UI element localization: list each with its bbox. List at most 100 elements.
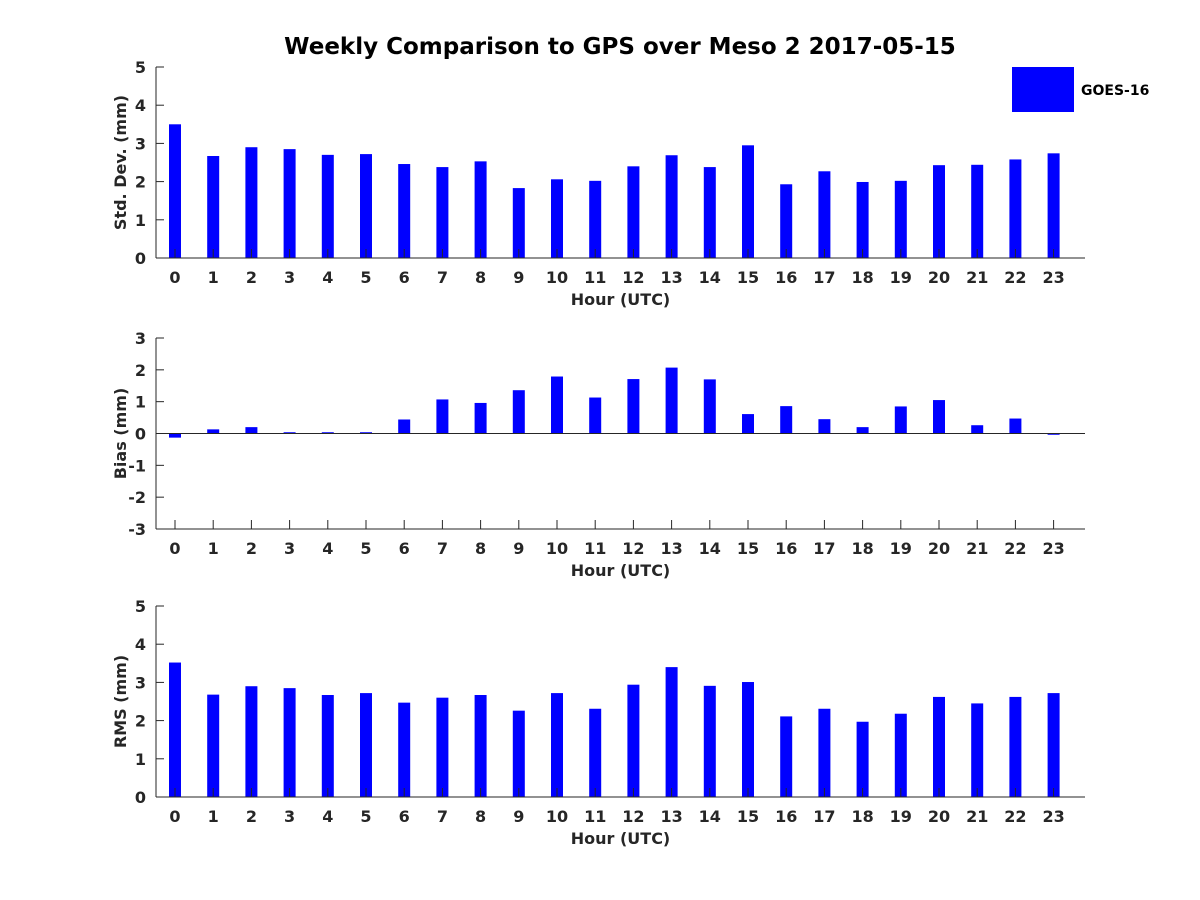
bar-hour-12 [627,684,640,797]
x-tick-label: 14 [699,268,721,287]
x-tick-label: 23 [1042,268,1064,287]
bar-hour-4 [321,154,334,258]
x-tick-label: 6 [399,268,410,287]
x-tick-label: 12 [622,539,644,558]
bar-hour-14 [703,379,716,434]
bar-hour-14 [703,167,716,258]
bar-hour-20 [933,696,945,797]
x-tick-label: 9 [513,268,524,287]
x-tick-label: 22 [1004,807,1026,826]
x-tick-label: 6 [399,539,410,558]
bar-hour-9 [512,188,525,258]
y-tick-label: 5 [135,597,146,616]
x-tick-label: 9 [513,807,524,826]
x-tick-label: 17 [813,539,835,558]
x-tick-label: 10 [546,807,568,826]
x-tick-label: 0 [169,807,180,826]
y-tick-label: 4 [135,635,146,654]
x-tick-label: 13 [660,807,682,826]
y-tick-label: 0 [135,788,146,807]
x-tick-label: 3 [284,268,295,287]
y-tick-label: 1 [135,211,146,230]
bar-hour-22 [1009,418,1022,434]
x-tick-label: 15 [737,268,759,287]
bar-hour-19 [894,180,907,258]
x-tick-label: 1 [208,539,219,558]
bar-hour-19 [894,406,907,434]
bar-hour-23 [1047,153,1060,258]
y-axis-label: RMS (mm) [111,655,130,748]
x-tick-label: 5 [360,539,371,558]
bar-hour-21 [971,703,984,797]
bar-hour-7 [436,697,449,797]
bar-hour-6 [398,164,411,258]
bar-hour-7 [436,167,449,258]
x-tick-label: 23 [1042,539,1064,558]
bar-hour-23 [1047,433,1060,435]
bar-hour-12 [627,379,640,434]
x-tick-label: 2 [246,268,257,287]
y-axis-label: Bias (mm) [111,388,130,480]
x-tick-label: 18 [851,807,873,826]
x-tick-label: 21 [966,268,988,287]
legend: GOES-16 [1012,67,1149,112]
x-tick-label: 12 [622,268,644,287]
bar-hour-3 [283,688,296,797]
bar-hour-17 [818,171,831,258]
y-tick-label: 3 [135,673,146,692]
x-tick-label: 8 [475,539,486,558]
y-tick-label: 0 [135,425,146,444]
y-tick-label: 5 [135,58,146,77]
x-tick-label: 8 [475,268,486,287]
x-tick-label: 2 [246,539,257,558]
x-tick-label: 8 [475,807,486,826]
y-tick-label: -2 [128,488,146,507]
x-tick-label: 11 [584,268,606,287]
bar-hour-10 [551,693,563,797]
bar-hour-1 [207,156,220,258]
x-tick-label: 1 [208,268,219,287]
x-tick-label: 10 [546,268,568,287]
bar-hour-11 [589,397,602,434]
x-tick-label: 0 [169,268,180,287]
bar-hour-21 [971,425,984,434]
bar-hour-11 [589,708,602,797]
bar-hour-13 [665,667,678,797]
x-tick-label: 20 [928,539,950,558]
x-tick-label: 5 [360,807,371,826]
x-tick-label: 17 [813,807,835,826]
x-axis-label: Hour (UTC) [571,561,671,580]
x-tick-label: 23 [1042,807,1064,826]
bar-hour-22 [1009,696,1022,797]
bar-hour-6 [398,702,411,797]
x-tick-label: 13 [660,539,682,558]
x-tick-label: 11 [584,539,606,558]
bar-hour-9 [512,390,525,434]
bar-hour-20 [933,165,945,258]
bar-hour-5 [360,154,372,258]
y-tick-label: 0 [135,249,146,268]
x-tick-label: 16 [775,539,797,558]
bar-hour-18 [856,721,869,797]
x-tick-label: 13 [660,268,682,287]
bar-hour-16 [780,716,793,797]
x-tick-label: 18 [851,268,873,287]
y-tick-label: -3 [128,520,146,539]
y-tick-label: 3 [135,329,146,348]
bar-hour-9 [512,710,525,797]
x-tick-label: 4 [322,539,333,558]
bar-hour-17 [818,708,831,797]
x-axis-label: Hour (UTC) [571,829,671,848]
x-tick-label: 19 [890,268,912,287]
bar-hour-8 [474,161,487,258]
x-tick-label: 4 [322,807,333,826]
bar-hour-19 [894,713,907,797]
x-axis-label: Hour (UTC) [571,290,671,309]
y-tick-label: 1 [135,750,146,769]
x-tick-label: 18 [851,539,873,558]
bar-hour-13 [665,155,678,258]
x-tick-label: 22 [1004,268,1026,287]
bar-hour-20 [933,400,945,434]
